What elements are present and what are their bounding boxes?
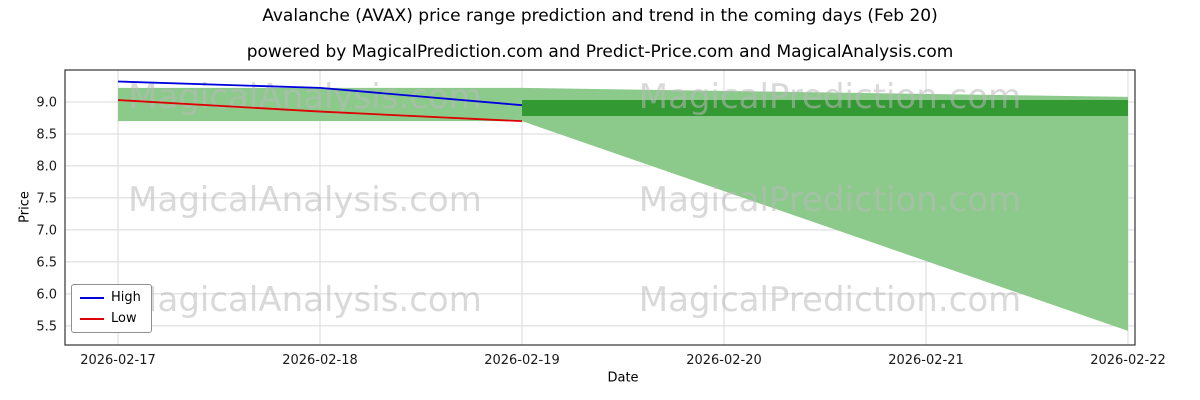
chart-subtitle: powered by MagicalPrediction.com and Pre… [246,42,954,62]
legend: High Low [71,284,152,333]
low-line [117,99,523,123]
x-tick-label: 2026-02-17 [80,353,156,368]
watermark-text: MagicalAnalysis.com [128,280,482,320]
y-tick-label: 6.5 [36,255,57,270]
y-axis-label: Price [17,191,33,223]
x-axis-label: Date [607,370,639,386]
high-line-swatch [80,297,104,299]
y-tick-label: 9.0 [36,95,57,110]
legend-label-high: High [111,290,141,305]
y-tick-label: 5.5 [36,319,57,334]
y-tick-label: 7.5 [36,191,57,206]
watermark-text: MagicalPrediction.com [639,77,1022,117]
y-tick-label: 8.0 [36,159,57,174]
x-tick-label: 2026-02-22 [1090,353,1166,368]
watermark-text: MagicalPrediction.com [639,180,1022,220]
plot-border [64,69,1136,346]
y-tick-label: 7.0 [36,223,57,238]
high-line [117,80,523,107]
legend-item-low: Low [80,311,141,327]
forecast-core-range-band [522,100,1128,117]
legend-item-high: High [80,290,141,306]
x-tick-label: 2026-02-18 [282,353,358,368]
y-tick-label: 6.0 [36,287,57,302]
x-tick-label: 2026-02-19 [484,353,560,368]
x-tick-label: 2026-02-21 [888,353,964,368]
chart-title: Avalanche (AVAX) price range prediction … [262,6,938,26]
forecast-range-band [522,87,1128,331]
y-tick-label: 8.5 [36,127,57,142]
x-tick-label: 2026-02-20 [686,353,762,368]
watermark-text: MagicalPrediction.com [639,280,1022,320]
low-line-swatch [80,318,104,320]
legend-label-low: Low [111,311,137,326]
watermark-text: MagicalAnalysis.com [128,180,482,220]
